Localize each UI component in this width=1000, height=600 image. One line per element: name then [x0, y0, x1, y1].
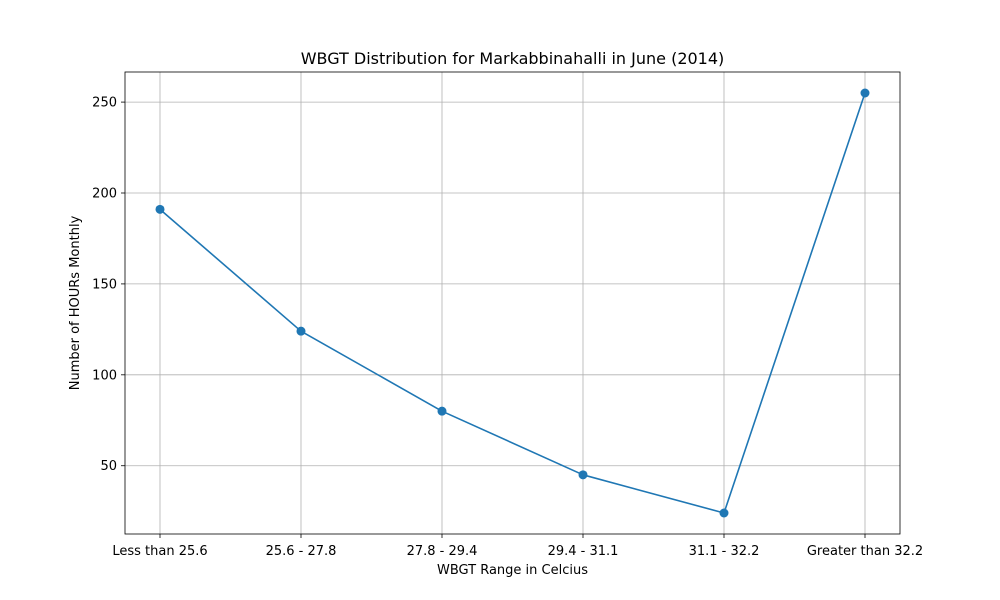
- series-layer: [155, 88, 870, 518]
- grid-layer: [125, 72, 900, 534]
- data-point: [860, 88, 870, 98]
- data-point: [155, 204, 165, 214]
- x-tick-label: 27.8 - 29.4: [407, 544, 478, 559]
- x-tick-label: Less than 25.6: [112, 544, 207, 559]
- x-tick-label: 25.6 - 27.8: [266, 544, 337, 559]
- data-point: [296, 326, 306, 336]
- plot-frame: [124, 71, 901, 535]
- chart-title: WBGT Distribution for Markabbinahalli in…: [301, 49, 725, 68]
- y-tick-label: 150: [92, 277, 117, 292]
- data-point: [719, 508, 729, 518]
- x-tick-label: 31.1 - 32.2: [689, 544, 760, 559]
- x-axis-label: WBGT Range in Celcius: [437, 563, 588, 578]
- y-tick-label: 100: [92, 368, 117, 383]
- y-axis-label: Number of HOURs Monthly: [68, 215, 83, 390]
- data-point: [578, 470, 588, 480]
- y-tick-label: 50: [100, 459, 117, 474]
- x-tick-label: 29.4 - 31.1: [548, 544, 619, 559]
- series-line: [159, 92, 866, 514]
- y-tick-label: 250: [92, 96, 117, 111]
- tick-layer: Less than 25.6 25.6 - 27.8 27.8 - 29.4 29.4…: [92, 96, 923, 559]
- y-tick-label: 200: [92, 187, 117, 202]
- x-tick-label: Greater than 32.2: [807, 544, 923, 559]
- data-point: [437, 406, 447, 416]
